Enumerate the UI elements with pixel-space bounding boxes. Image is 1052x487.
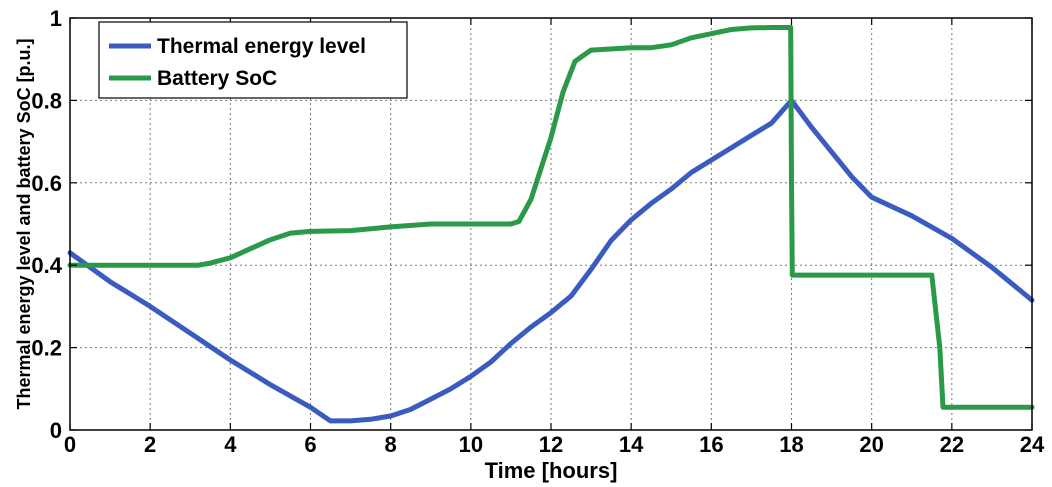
- legend: Thermal energy level Battery SoC: [98, 21, 408, 99]
- legend-box: [98, 21, 408, 99]
- x-tick-label: 4: [224, 432, 237, 457]
- x-tick-label: 2: [144, 432, 156, 457]
- series-line-2: [67, 25, 1035, 410]
- series-line-1: [67, 97, 1035, 424]
- x-tick-label: 8: [385, 432, 397, 457]
- y-axis-label: Thermal energy level and battery SoC [p.…: [14, 38, 34, 409]
- y-tick-label: 0.2: [31, 336, 62, 361]
- x-tick-label: 6: [304, 432, 316, 457]
- y-tick-label: 0: [50, 418, 62, 443]
- y-tick-label: 0.8: [31, 88, 62, 113]
- x-tick-label: 16: [699, 432, 723, 457]
- x-tick-label: 10: [459, 432, 483, 457]
- x-axis-label: Time [hours]: [485, 458, 618, 483]
- x-tick-label: 24: [1020, 432, 1045, 457]
- x-tick-label: 12: [539, 432, 563, 457]
- y-tick-label: 0.6: [31, 171, 62, 196]
- series-lines: [67, 25, 1035, 424]
- legend-entry-label: Battery SoC: [157, 67, 277, 90]
- x-tick-label: 0: [64, 432, 76, 457]
- x-tick-label: 20: [859, 432, 883, 457]
- x-tick-label: 22: [940, 432, 964, 457]
- legend-entry-label: Thermal energy level: [157, 35, 366, 58]
- y-tick-label: 0.4: [31, 253, 62, 278]
- x-tick-label: 18: [779, 432, 803, 457]
- y-tick-label: 1: [50, 6, 62, 31]
- x-tick-label: 14: [619, 432, 644, 457]
